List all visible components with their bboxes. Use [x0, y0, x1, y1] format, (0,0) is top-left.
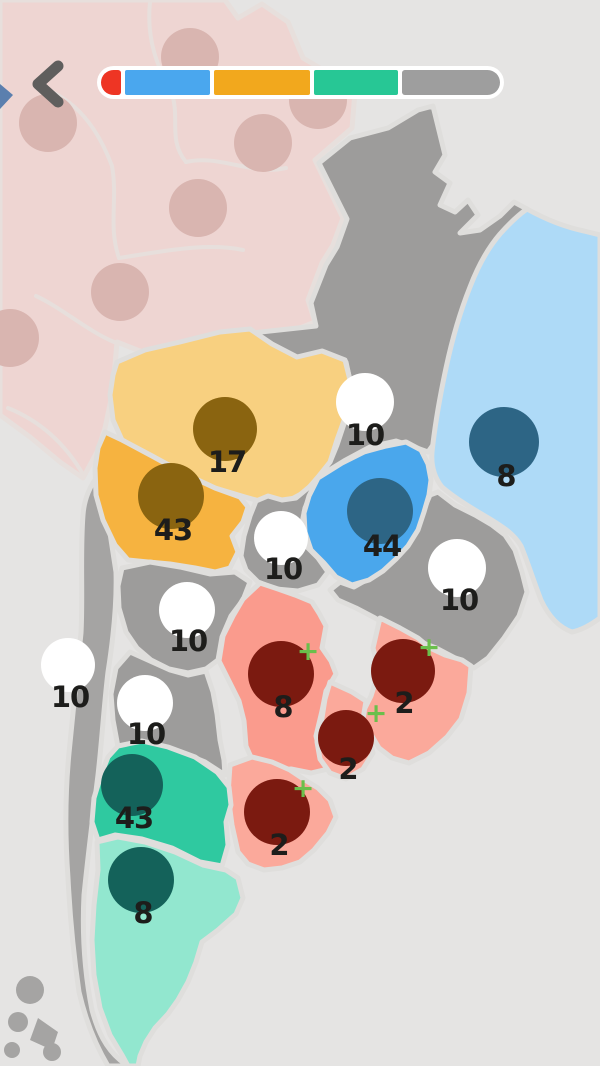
troop-circle[interactable]: [117, 675, 173, 731]
troop-count: 8: [273, 690, 292, 724]
growth-plus-icon: +: [365, 698, 388, 729]
troop-marker-pampa[interactable]: 43: [101, 754, 163, 835]
troop-count: 2: [394, 686, 413, 720]
troop-circle[interactable]: [371, 639, 435, 703]
troop-circle[interactable]: [193, 397, 257, 461]
troop-circle[interactable]: [108, 847, 174, 913]
troop-circle[interactable]: [469, 407, 539, 477]
troop-marker-patagonia[interactable]: 8: [108, 847, 174, 930]
troop-count: 43: [115, 801, 153, 835]
troop-marker-brazil-center[interactable]: 10: [336, 373, 394, 452]
faded-troop-dot: [91, 263, 149, 321]
troop-count: 17: [208, 445, 246, 479]
fjord-island: [43, 1043, 61, 1061]
faded-border-line: [50, 90, 121, 260]
progress-segment-gray: [402, 70, 500, 95]
troop-marker-mesopotamia[interactable]: 2+: [371, 632, 440, 720]
troop-circle[interactable]: [244, 779, 310, 845]
troop-marker-chaco[interactable]: 8+: [248, 636, 319, 724]
faded-troop-dot: [234, 114, 292, 172]
progress-segment-blue: [124, 70, 210, 95]
growth-plus-icon: +: [418, 632, 441, 663]
faded-troop-dot: [0, 309, 39, 367]
troop-count: 10: [51, 680, 89, 714]
troop-count: 2: [338, 752, 357, 786]
troop-marker-pacific-coast[interactable]: 10: [41, 638, 95, 714]
troop-circle[interactable]: [101, 754, 163, 816]
troop-marker-bolivia-north[interactable]: 17: [193, 397, 257, 479]
faded-troop-dot: [169, 179, 227, 237]
growth-plus-icon: +: [292, 773, 315, 804]
troop-circle[interactable]: [347, 478, 413, 544]
troop-marker-entre-rios[interactable]: 2+: [318, 698, 387, 786]
troop-count: 43: [154, 513, 192, 547]
back-button[interactable]: [28, 58, 68, 110]
growth-plus-icon: +: [297, 636, 320, 667]
troop-count: 10: [346, 418, 384, 452]
progress-segment-orange: [213, 70, 311, 95]
progress-segment-teal: [314, 70, 399, 95]
progress-segment-red: [101, 70, 121, 95]
troop-count: 8: [133, 896, 152, 930]
troop-marker-bolivia-south[interactable]: 43: [138, 463, 204, 547]
troop-count: 44: [363, 529, 401, 563]
faded-border-line: [117, 245, 245, 260]
troop-count: 8: [496, 459, 515, 493]
faded-troop-dot: [19, 94, 77, 152]
map-edge-shard: [0, 84, 13, 109]
fjord-island: [4, 1042, 20, 1058]
troop-circle[interactable]: [248, 641, 314, 707]
troop-circle[interactable]: [138, 463, 204, 529]
faded-border-line: [34, 294, 116, 344]
troop-marker-east-plains[interactable]: 10: [428, 539, 486, 617]
troop-circle[interactable]: [254, 511, 308, 565]
troop-count: 10: [169, 624, 207, 658]
fjord-island: [8, 1012, 28, 1032]
faded-border-line: [6, 406, 86, 478]
troop-count: 2: [269, 828, 288, 862]
troop-marker-northwest[interactable]: 10: [159, 582, 215, 658]
faded-border-line: [184, 158, 288, 172]
troop-marker-southeast-coast[interactable]: 8: [469, 407, 539, 493]
troop-marker-cuyo[interactable]: 10: [117, 675, 173, 751]
troop-count: 10: [264, 552, 302, 586]
troop-circle[interactable]: [159, 582, 215, 638]
hud: [0, 0, 600, 120]
troop-circle[interactable]: [336, 373, 394, 431]
troop-marker-paraguay[interactable]: 44: [347, 478, 413, 563]
back-chevron-icon: [32, 60, 64, 108]
fjord-island: [16, 976, 44, 1004]
troop-marker-buenos-aires[interactable]: 2+: [244, 773, 314, 862]
troop-circle[interactable]: [318, 710, 374, 766]
capture-progress-bar: [97, 66, 504, 99]
troop-circle[interactable]: [428, 539, 486, 597]
troop-circle[interactable]: [41, 638, 95, 692]
troop-count: 10: [440, 583, 478, 617]
troop-marker-north-center[interactable]: 10: [254, 511, 308, 586]
troop-count: 10: [127, 717, 165, 751]
fjord-island: [30, 1018, 58, 1050]
